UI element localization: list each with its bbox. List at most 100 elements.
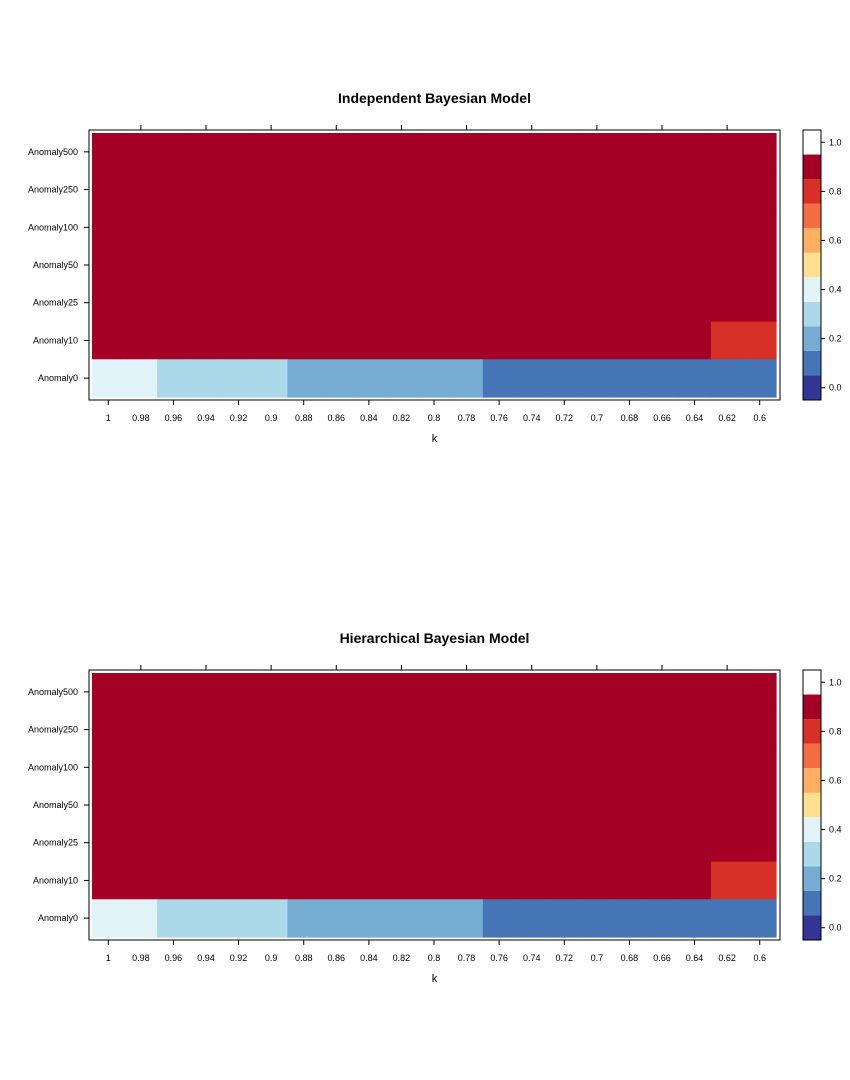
heatmap-cell bbox=[92, 208, 126, 247]
heatmap-cell bbox=[743, 208, 777, 247]
heatmap-cells bbox=[92, 673, 777, 938]
colorbar: 0.0 0.2 0.4 0.6 0.8 1.0 bbox=[802, 129, 842, 401]
heatmap-cell bbox=[385, 786, 419, 825]
heatmap-cell bbox=[189, 321, 223, 360]
heatmap-cell bbox=[580, 748, 614, 787]
x-tick-label: 0.84 bbox=[360, 413, 378, 423]
heatmap-cell bbox=[645, 208, 679, 247]
heatmap-cell bbox=[580, 861, 614, 900]
heatmap-cell bbox=[222, 170, 256, 210]
colorbar-segment bbox=[803, 326, 821, 351]
heatmap-cell bbox=[92, 283, 126, 323]
colorbar-segment bbox=[803, 203, 821, 229]
heatmap-cell bbox=[189, 748, 223, 787]
heatmap-cell bbox=[482, 673, 517, 712]
heatmap-cell bbox=[124, 899, 158, 938]
heatmap-cell bbox=[515, 133, 549, 172]
heatmap-cell bbox=[417, 673, 451, 712]
heatmap-cell bbox=[743, 170, 777, 210]
heatmap-cell bbox=[254, 673, 289, 712]
x-tick-label: 0.66 bbox=[653, 413, 671, 423]
heatmap-cell bbox=[710, 321, 745, 360]
heatmap-cell bbox=[450, 748, 484, 787]
x-tick-label: 0.92 bbox=[230, 953, 248, 963]
x-tick-label: 0.62 bbox=[718, 953, 736, 963]
x-tick-label: 0.86 bbox=[328, 413, 346, 423]
heatmap-cell bbox=[92, 710, 126, 750]
heatmap-cell bbox=[124, 673, 158, 712]
heatmap-cell bbox=[222, 823, 256, 863]
heatmap-cell bbox=[92, 861, 126, 900]
colorbar-segment bbox=[803, 252, 821, 278]
heatmap-cell bbox=[450, 710, 484, 750]
x-tick-label: 0.88 bbox=[295, 413, 313, 423]
heatmap-cell bbox=[124, 748, 158, 787]
heatmap-cell bbox=[320, 673, 354, 712]
heatmap-cell bbox=[157, 170, 191, 210]
x-tick-label: 0.76 bbox=[490, 413, 508, 423]
y-tick-label: Anomaly250 bbox=[28, 725, 78, 735]
heatmap-cell bbox=[189, 823, 223, 863]
colorbar-tick-label: 0.8 bbox=[829, 186, 842, 196]
heatmap-cell bbox=[352, 283, 386, 323]
heatmap-cell bbox=[710, 359, 745, 398]
heatmap-cell bbox=[743, 823, 777, 863]
heatmap-cell bbox=[548, 283, 582, 323]
heatmap-cell bbox=[222, 748, 256, 787]
heatmap-cell bbox=[482, 786, 517, 825]
y-tick-label: Anomaly25 bbox=[33, 838, 78, 848]
heatmap-cell bbox=[548, 673, 582, 712]
heatmap-cell bbox=[352, 786, 386, 825]
heatmap-cell bbox=[254, 283, 289, 323]
colorbar-tick-label: 0.4 bbox=[829, 285, 842, 295]
heatmap-cell bbox=[417, 786, 451, 825]
x-tick-label: 0.62 bbox=[718, 413, 736, 423]
heatmap-cell bbox=[450, 359, 484, 398]
heatmap-cell bbox=[645, 283, 679, 323]
heatmap-cell bbox=[157, 823, 191, 863]
heatmap-cell bbox=[645, 748, 679, 787]
heatmap-cell bbox=[450, 133, 484, 172]
heatmap-cell bbox=[222, 673, 256, 712]
heatmap-cell bbox=[417, 359, 451, 398]
x-tick-label: 0.74 bbox=[523, 413, 541, 423]
heatmap-cell bbox=[92, 748, 126, 787]
y-tick-label: Anomaly10 bbox=[33, 335, 78, 345]
heatmap-cell bbox=[548, 710, 582, 750]
x-tick-label: 0.76 bbox=[490, 953, 508, 963]
x-tick-label: 0.88 bbox=[295, 953, 313, 963]
heatmap-cell bbox=[254, 208, 289, 247]
heatmap-cell bbox=[743, 673, 777, 712]
colorbar-segment bbox=[803, 179, 821, 204]
heatmap-cell bbox=[254, 786, 289, 825]
heatmap-cell bbox=[450, 899, 484, 938]
x-tick-label: 0.64 bbox=[686, 413, 704, 423]
heatmap-cell bbox=[417, 283, 451, 323]
heatmap-cell bbox=[482, 208, 517, 247]
heatmap-cell bbox=[157, 359, 191, 398]
heatmap-cell bbox=[157, 321, 191, 360]
colorbar-tick-label: 0.2 bbox=[829, 874, 842, 884]
heatmap-cell bbox=[92, 673, 126, 712]
heatmap-cell bbox=[450, 823, 484, 863]
heatmap-cell bbox=[222, 899, 256, 938]
heatmap-cell bbox=[743, 786, 777, 825]
heatmap-cell bbox=[417, 710, 451, 750]
heatmap-cell bbox=[710, 899, 745, 938]
heatmap-cell bbox=[482, 710, 517, 750]
y-tick-label: Anomaly500 bbox=[28, 687, 78, 697]
y-tick-label: Anomaly500 bbox=[28, 147, 78, 157]
heatmap-cell bbox=[548, 321, 582, 360]
heatmap-cell bbox=[450, 246, 484, 285]
heatmap-cell bbox=[92, 899, 126, 938]
heatmap-cell bbox=[189, 673, 223, 712]
heatmap-cell bbox=[385, 133, 419, 172]
heatmap-cell bbox=[222, 208, 256, 247]
heatmap-cell bbox=[710, 208, 745, 247]
heatmap-cell bbox=[417, 899, 451, 938]
heatmap-cell bbox=[320, 748, 354, 787]
heatmap-cell bbox=[320, 208, 354, 247]
heatmap-cell bbox=[254, 710, 289, 750]
heatmap-cell bbox=[743, 246, 777, 285]
heatmap-cell bbox=[613, 786, 647, 825]
